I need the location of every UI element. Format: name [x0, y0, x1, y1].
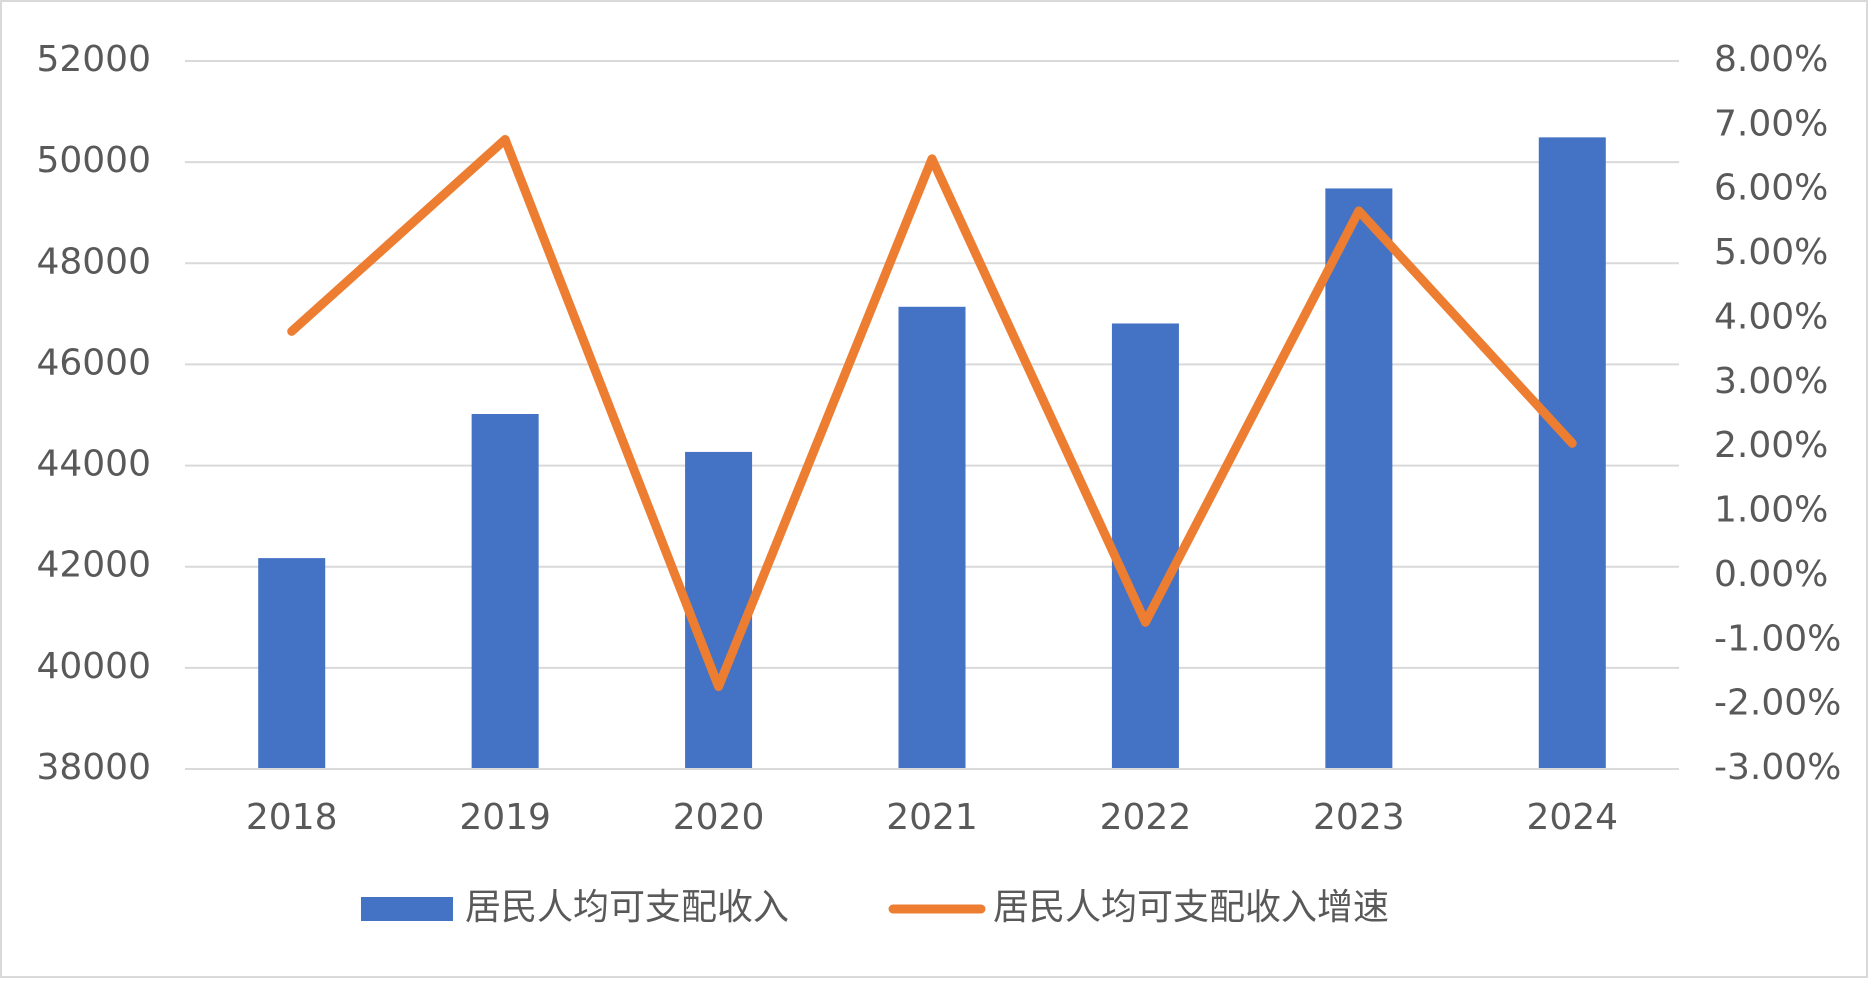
x-tick-label: 2024 [1526, 797, 1618, 838]
y-tick-label: 50000 [36, 140, 151, 181]
y2-tick-label: 7.00% [1714, 103, 1828, 144]
y2-tick-label: 8.00% [1714, 39, 1828, 80]
y2-tick-label: 3.00% [1714, 361, 1828, 402]
bar [471, 413, 539, 769]
x-tick-label: 2023 [1313, 797, 1405, 838]
x-tick-label: 2020 [673, 797, 765, 838]
legend-label: 居民人均可支配收入 [465, 887, 789, 928]
x-tick-label: 2021 [886, 797, 978, 838]
y-tick-label: 42000 [36, 545, 151, 586]
bar [1325, 188, 1393, 769]
y-tick-label: 52000 [36, 39, 151, 80]
x-tick-label: 2018 [246, 797, 338, 838]
bar [898, 306, 966, 769]
y2-tick-label: -2.00% [1714, 683, 1841, 724]
bar [685, 451, 753, 769]
y-tick-label: 38000 [36, 747, 151, 788]
y-tick-label: 40000 [36, 646, 151, 687]
y2-tick-label: 2.00% [1714, 425, 1828, 466]
legend-swatch [361, 897, 453, 921]
y2-tick-label: 6.00% [1714, 168, 1828, 209]
line [287, 135, 1577, 692]
y2-tick-label: -1.00% [1714, 618, 1841, 659]
y2-tick-label: 0.00% [1714, 554, 1828, 595]
y-tick-label: 46000 [36, 342, 151, 383]
bar [1538, 137, 1606, 769]
y2-tick-label: 5.00% [1714, 232, 1828, 273]
x-tick-label: 2019 [459, 797, 551, 838]
y2-tick-label: 1.00% [1714, 490, 1828, 531]
bar [258, 558, 326, 769]
y-tick-label: 44000 [36, 444, 151, 485]
y2-tick-label: -3.00% [1714, 747, 1841, 788]
x-tick-label: 2022 [1100, 797, 1192, 838]
legend-label: 居民人均可支配收入增速 [993, 887, 1389, 928]
bar [1111, 323, 1179, 769]
y-tick-label: 48000 [36, 241, 151, 282]
y2-tick-label: 4.00% [1714, 296, 1828, 337]
